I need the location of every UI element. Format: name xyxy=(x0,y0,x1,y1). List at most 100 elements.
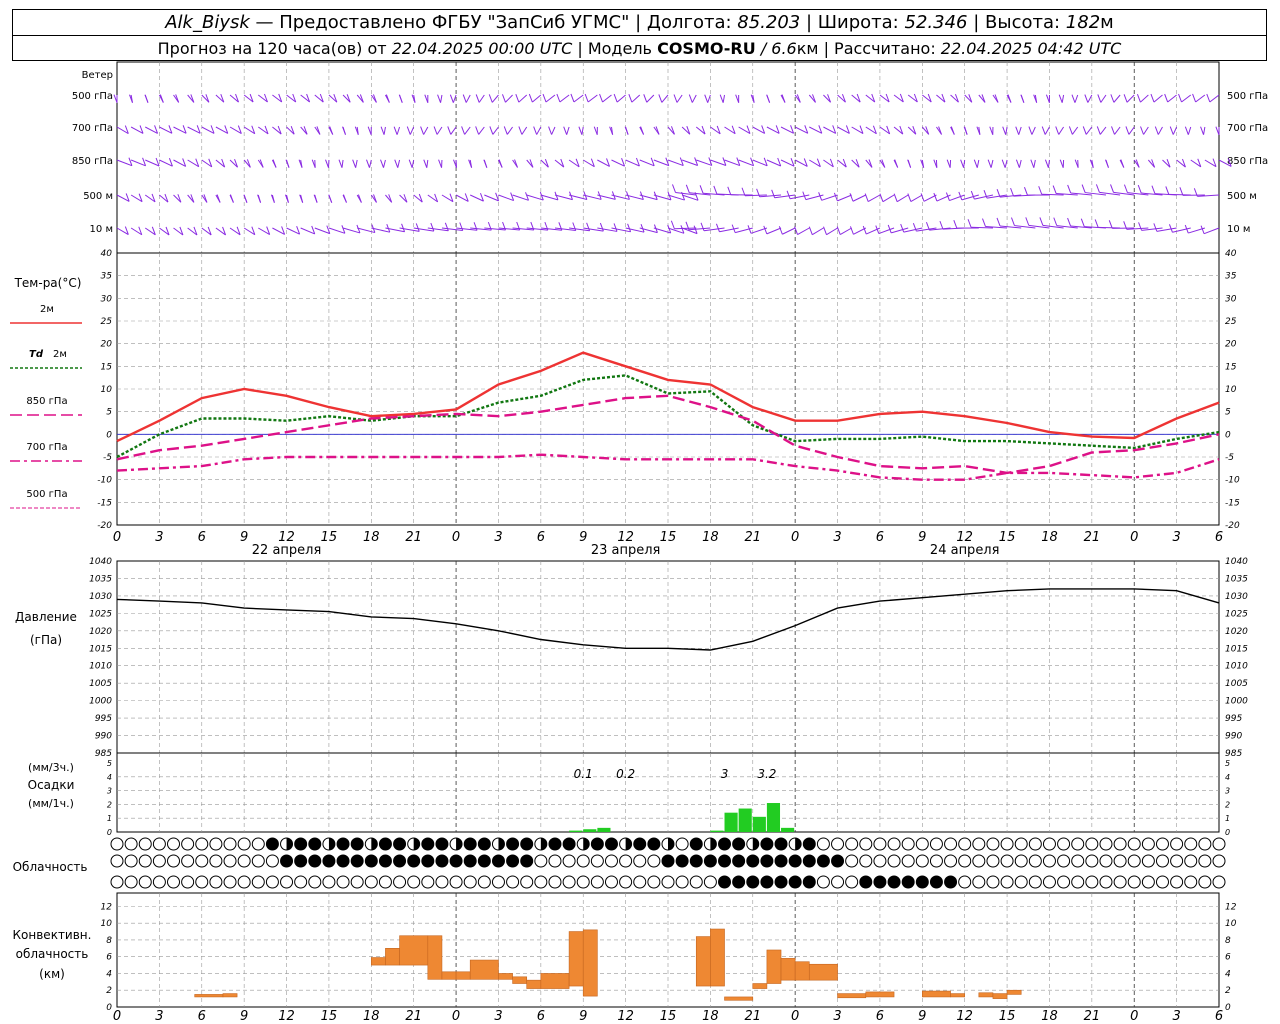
wind-barb xyxy=(646,94,655,103)
wind-barb-feather xyxy=(1010,187,1015,197)
cloud-symbol xyxy=(1071,875,1085,889)
wind-barb-feather xyxy=(829,158,834,168)
wind-barb xyxy=(328,227,346,234)
wind-barb xyxy=(1187,126,1192,135)
wind-barb-feather xyxy=(640,126,645,135)
wind-barb-feather xyxy=(296,226,301,235)
cloud-symbol xyxy=(322,854,336,868)
wind-barb xyxy=(823,159,834,168)
wind-barb xyxy=(986,194,1008,199)
conv-panel-ytick-left: 4 xyxy=(106,969,112,979)
wind-barb xyxy=(258,227,270,236)
wind-barb-feather xyxy=(408,159,413,168)
wind-barb-feather xyxy=(578,126,583,135)
wind-barb-feather xyxy=(338,159,343,168)
wind-barb xyxy=(540,227,562,231)
wind-barb-feather xyxy=(832,125,837,134)
wind-barb-feather xyxy=(139,125,144,134)
wind-barb xyxy=(1181,94,1192,103)
cloud-symbol xyxy=(802,875,816,889)
wind-barb xyxy=(396,126,401,135)
wind-barb xyxy=(1042,224,1064,229)
temp-panel-ytick-right: -10 xyxy=(1225,476,1240,486)
conv-panel-xtick: 3 xyxy=(494,1009,502,1024)
cloud-symbol xyxy=(237,854,251,868)
wind-barb-feather xyxy=(885,93,890,103)
wind-barb-feather xyxy=(1001,159,1006,168)
wind-barb-feather xyxy=(673,94,678,103)
wind-barb xyxy=(554,227,576,232)
wind-barb-feather xyxy=(671,126,675,135)
wind-barb-feather xyxy=(816,158,821,167)
cloud-symbol xyxy=(958,837,972,851)
conv-bar xyxy=(582,929,598,997)
pressure-panel-ytick-right: 1040 xyxy=(1225,557,1248,567)
wind-barb-feather xyxy=(887,224,892,234)
cloud-symbol xyxy=(873,854,887,868)
wind-barb-feather xyxy=(590,158,595,167)
cloud-symbol xyxy=(1113,837,1127,851)
pressure-panel-ytick-left: 1010 xyxy=(89,662,112,672)
wind-barb xyxy=(750,227,768,234)
wind-barb xyxy=(145,126,158,134)
wind-barb-feather xyxy=(658,94,663,103)
wind-barb xyxy=(710,126,721,135)
wind-barb-feather xyxy=(403,194,408,203)
wind-barb xyxy=(661,94,669,103)
wind-barb-feather xyxy=(329,126,334,135)
cloud-symbol xyxy=(1170,875,1184,889)
cloud-symbol xyxy=(265,837,279,851)
cloud-symbol xyxy=(619,875,633,889)
wind-barb xyxy=(597,159,610,167)
pressure-panel-ytick-left: 990 xyxy=(95,732,112,742)
cloud-symbol-half xyxy=(540,838,547,850)
wind-barb xyxy=(695,126,706,135)
conv-bar xyxy=(724,996,754,1001)
cloud-symbol xyxy=(294,875,308,889)
wind-barb xyxy=(243,126,256,135)
wind-row-label: 700 гПа xyxy=(72,123,113,134)
wind-barb-feather xyxy=(1153,223,1158,232)
wind-barb xyxy=(625,227,645,233)
wind-barb-feather xyxy=(1154,126,1159,135)
wind-barb xyxy=(581,126,584,135)
temp-panel-xtick: 9 xyxy=(579,530,587,545)
precip-bar xyxy=(752,816,766,832)
wind-barb-feather xyxy=(650,157,655,166)
pressure-panel-ytick-right: 1035 xyxy=(1225,574,1248,584)
temp-panel-xtick: 15 xyxy=(321,530,338,545)
cloud-symbol xyxy=(421,854,435,868)
wind-barb-feather xyxy=(333,94,338,103)
wind-barb xyxy=(540,194,559,201)
wind-barb xyxy=(1028,224,1050,229)
cloud-symbol xyxy=(1212,854,1226,868)
conv-bar xyxy=(371,957,386,966)
wind-barb-feather xyxy=(727,186,732,195)
wind-barb-feather xyxy=(812,94,816,103)
wind-barb xyxy=(653,227,671,234)
cloud-symbol xyxy=(831,875,845,889)
temp-series-line xyxy=(116,374,1220,459)
wind-barb-feather xyxy=(503,126,508,135)
wind-barb xyxy=(491,94,499,103)
wind-barb-feather xyxy=(960,159,965,168)
cloud-symbol xyxy=(251,837,265,851)
cloud-symbol xyxy=(138,875,152,889)
wind-barb-feather xyxy=(1212,158,1217,167)
wind-barb xyxy=(478,94,485,103)
conv-panel-xtick: 6 xyxy=(198,1009,206,1024)
wind-barb-feather xyxy=(875,225,880,234)
temp-panel-ytick-left: 30 xyxy=(101,294,113,304)
wind-barb xyxy=(526,227,548,231)
wind-barb xyxy=(243,159,251,168)
wind-barb-feather xyxy=(373,194,377,203)
wind-barb-feather xyxy=(761,125,766,134)
wind-barb xyxy=(314,227,330,235)
temp-panel-xtick: 21 xyxy=(744,530,761,545)
wind-barb-feather xyxy=(216,194,221,203)
cloud-symbol xyxy=(1198,875,1212,889)
wind-barb-feather xyxy=(264,125,269,135)
wind-barb xyxy=(187,227,198,236)
wind-barb-feather xyxy=(987,159,992,168)
temp-panel-xtick: 18 xyxy=(1041,530,1058,545)
